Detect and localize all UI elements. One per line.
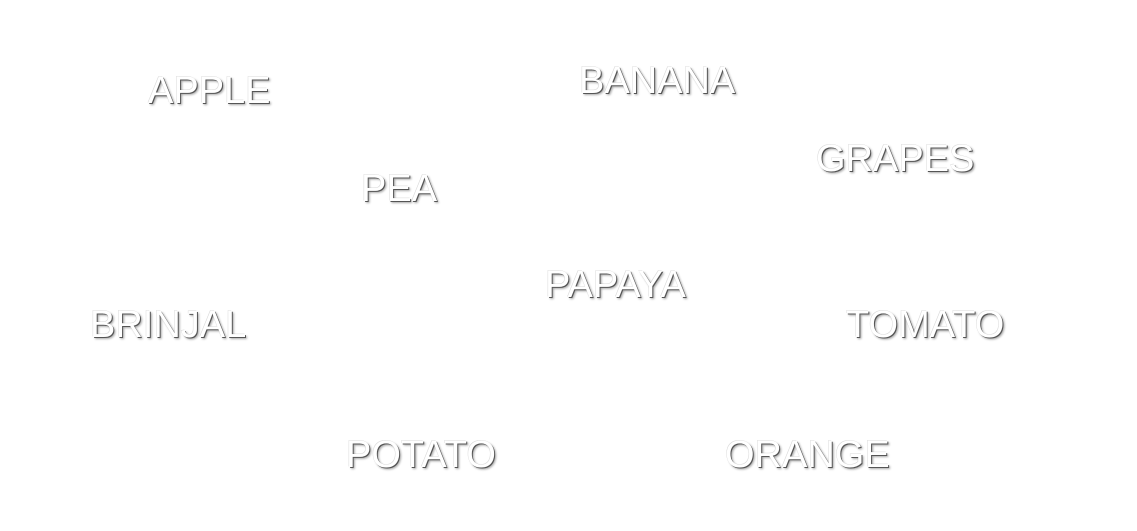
word-orange[interactable]: ORANGE: [725, 434, 890, 476]
word-grapes[interactable]: GRAPES: [816, 138, 975, 180]
word-pea[interactable]: PEA: [361, 168, 438, 210]
word-banana[interactable]: BANANA: [579, 60, 736, 102]
word-papaya[interactable]: PAPAYA: [545, 264, 686, 306]
word-potato[interactable]: POTATO: [346, 434, 496, 476]
word-tomato[interactable]: TOMATO: [846, 304, 1005, 346]
word-brinjal[interactable]: BRINJAL: [90, 304, 247, 346]
word-apple[interactable]: APPLE: [148, 70, 271, 112]
